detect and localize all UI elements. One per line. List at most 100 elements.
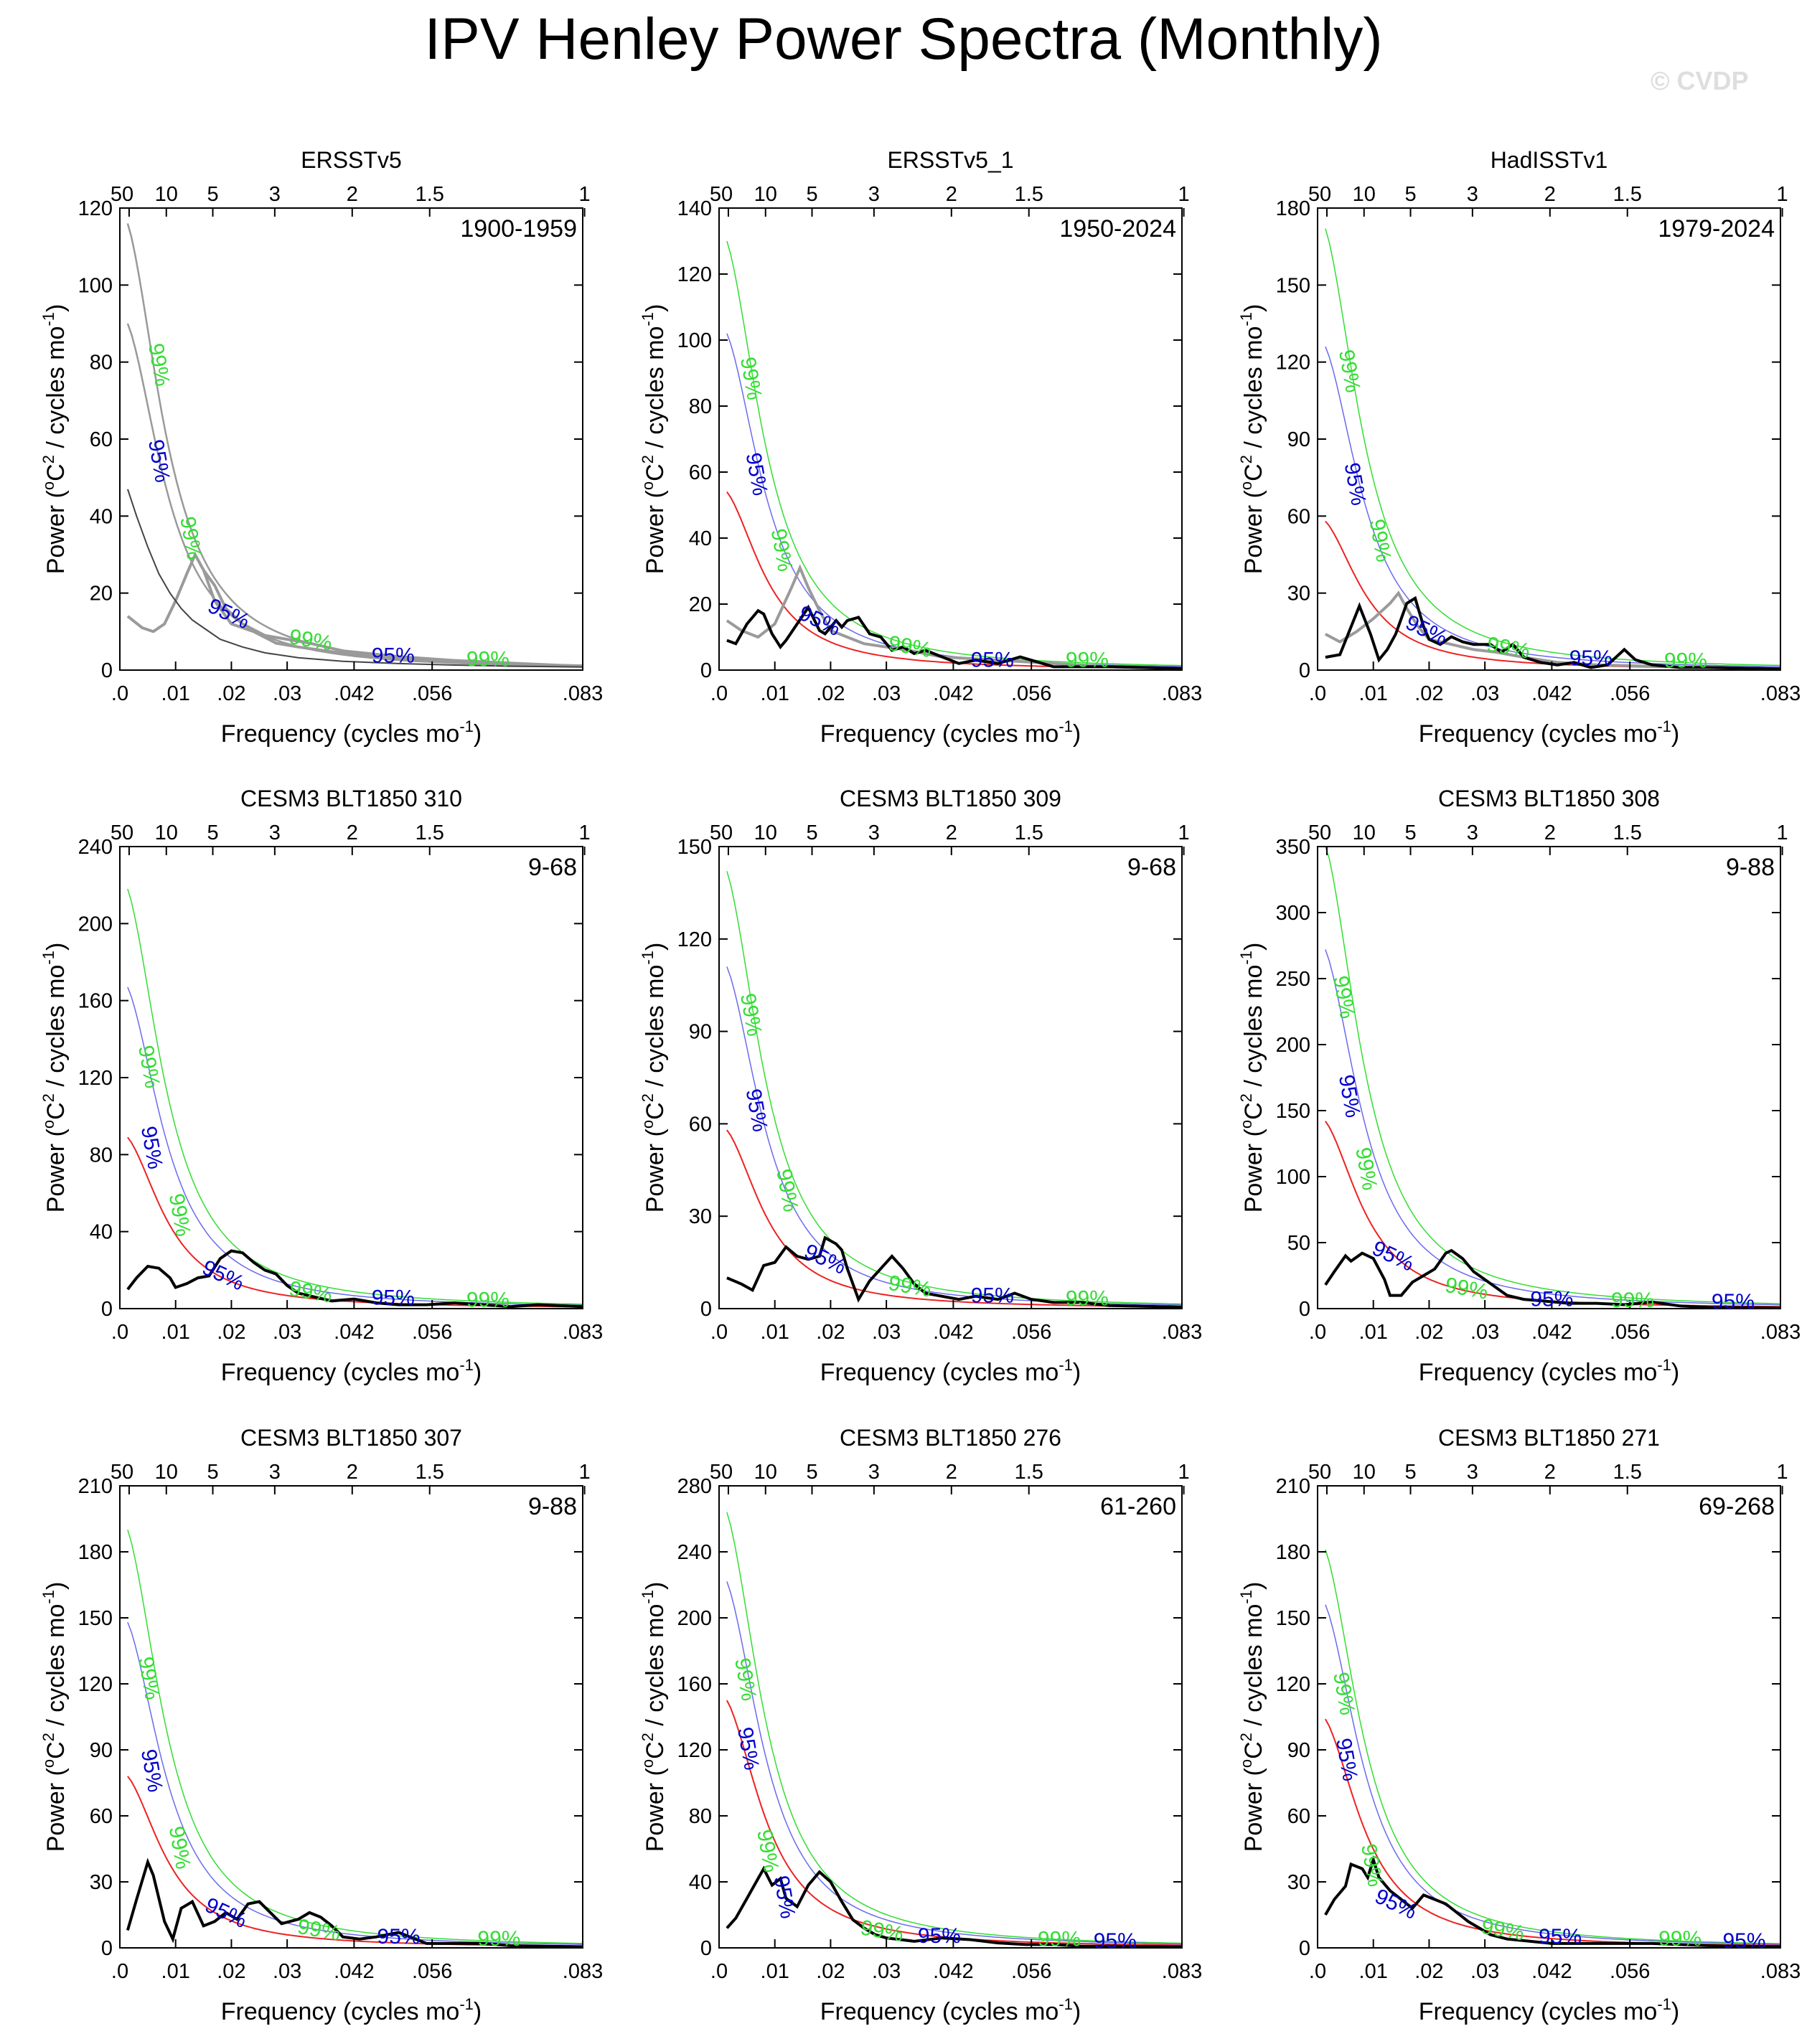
panel-5: CESM3 BLT1850 308 9-88 .0 .01 .02 .03 .042 .056… (1237, 786, 1801, 1386)
red-noise-curve (126, 489, 583, 668)
x-tick-label: .01 (161, 682, 190, 705)
y-tick-label: 200 (1276, 1034, 1310, 1057)
x-tick-label: .03 (1470, 1960, 1499, 1983)
ci95-label: 95% (1530, 1287, 1573, 1311)
ci99-label: 99% (287, 1277, 334, 1308)
ci95-label: 95% (1334, 1073, 1365, 1120)
ci95-label: 95% (144, 438, 174, 484)
x-tick-label: .03 (1470, 682, 1499, 705)
y-tick-label: 200 (78, 913, 113, 936)
ci95-label: 95% (1722, 1929, 1765, 1953)
period-label: 9-68 (528, 854, 577, 881)
y-tick-label: 30 (689, 1205, 712, 1228)
x-tick-label: .01 (1359, 1960, 1388, 1983)
y-tick-label: 120 (677, 928, 712, 951)
period-tick-label: 1 (1777, 821, 1788, 844)
period-tick-label: 2 (347, 821, 358, 844)
panel-title: CESM3 BLT1850 310 (240, 786, 462, 811)
period-label: 61-260 (1100, 1493, 1176, 1520)
panel-2: HadISSTv1 1979-2024 .0 .01 .02 .03 .042 .056 .08… (1237, 147, 1801, 748)
x-tick-label: .083 (1760, 682, 1801, 705)
ci99-label: 99% (1066, 1287, 1109, 1311)
period-tick-label: 1 (1178, 1461, 1190, 1484)
y-tick-label: 120 (78, 1673, 113, 1696)
x-tick-label: .03 (273, 1321, 301, 1344)
period-tick-label: 10 (155, 1461, 178, 1484)
x-axis-label: Frequency (cycles mo-1) (221, 1356, 482, 1386)
plot-area (1324, 847, 1780, 1309)
period-tick-label: 10 (155, 183, 178, 206)
y-tick-label: 80 (90, 1144, 113, 1167)
ci99-label: 99% (1356, 1842, 1387, 1888)
x-axis-label: Frequency (cycles mo-1) (221, 1995, 482, 2025)
y-tick-label: 30 (1287, 1871, 1310, 1894)
panel-title: CESM3 BLT1850 308 (1438, 786, 1660, 811)
period-tick-label: 1 (1178, 183, 1190, 206)
red-noise-curve (127, 1776, 583, 1947)
ci95-curve (726, 966, 1182, 1306)
y-tick-label: 160 (78, 990, 113, 1013)
x-axis-label: Frequency (cycles mo-1) (820, 1356, 1081, 1386)
y-tick-label: 120 (78, 197, 113, 220)
x-tick-label: .03 (273, 682, 301, 705)
ci99-label: 99% (1664, 649, 1707, 672)
x-tick-label: .0 (111, 1960, 128, 1983)
ci99-label: 99% (164, 1192, 195, 1238)
period-tick-label: 10 (1353, 821, 1376, 844)
x-tick-label: .042 (334, 1960, 374, 1983)
ci99-label: 99% (1038, 1928, 1081, 1951)
x-tick-label: .01 (761, 1960, 789, 1983)
x-tick-label: .042 (1531, 1321, 1572, 1344)
period-label: 9-88 (528, 1493, 577, 1520)
panel-title: CESM3 BLT1850 276 (840, 1425, 1061, 1451)
y-tick-label: 30 (1287, 583, 1310, 606)
ci95-label: 95% (733, 1725, 764, 1772)
ci99-curve (127, 888, 583, 1305)
y-tick-label: 90 (1287, 1739, 1310, 1762)
x-tick-label: .0 (111, 1321, 128, 1344)
x-tick-label: .02 (1414, 682, 1443, 705)
gray-spectrum-line (202, 569, 583, 668)
y-tick-label: 80 (90, 352, 113, 375)
y-tick-label: 210 (78, 1475, 113, 1498)
period-tick-label: 5 (806, 821, 817, 844)
y-tick-label: 160 (677, 1673, 712, 1696)
period-tick-label: 5 (806, 183, 817, 206)
period-tick-label: 1.5 (1613, 1461, 1642, 1484)
ci95-label: 95% (136, 1124, 167, 1171)
y-tick-label: 210 (1276, 1475, 1310, 1498)
y-tick-label: 180 (78, 1541, 113, 1564)
period-tick-label: 5 (1404, 183, 1416, 206)
panel-0: ERSSTv5 1900-1959 .0 .01 .02 .03 .042 .056 .083 5… (39, 147, 603, 748)
x-tick-label: .01 (161, 1321, 190, 1344)
x-tick-label: .02 (816, 682, 845, 705)
y-tick-label: 0 (101, 1298, 113, 1321)
y-axis-label: Power (oC2 / cycles mo-1) (639, 943, 669, 1213)
x-tick-label: .083 (563, 682, 603, 705)
period-tick-label: 1.5 (1613, 183, 1642, 206)
x-tick-label: .0 (1309, 1321, 1326, 1344)
y-tick-label: 60 (1287, 505, 1310, 528)
ci95-label: 95% (1569, 646, 1613, 670)
x-tick-label: .02 (217, 682, 245, 705)
ci99-label: 99% (144, 342, 174, 388)
period-tick-label: 1.5 (416, 821, 444, 844)
y-tick-label: 150 (1276, 274, 1310, 297)
period-tick-label: 2 (1544, 183, 1556, 206)
ci99-label: 99% (1611, 1289, 1654, 1312)
y-tick-label: 150 (677, 836, 712, 859)
plot-frame (1317, 207, 1781, 671)
x-tick-label: .042 (334, 1321, 374, 1344)
x-tick-label: .02 (1414, 1321, 1443, 1344)
period-tick-label: 1 (1777, 183, 1788, 206)
x-tick-label: .03 (872, 1960, 901, 1983)
x-tick-label: .056 (1610, 682, 1650, 705)
ci99-curve (126, 223, 583, 667)
x-tick-label: .056 (412, 682, 452, 705)
ci95-curve (1325, 949, 1780, 1306)
x-axis-label: Frequency (cycles mo-1) (1419, 1995, 1679, 2025)
ci95-label: 95% (918, 1924, 961, 1948)
y-tick-label: 60 (689, 1113, 712, 1136)
x-axis-label: Frequency (cycles mo-1) (1419, 1356, 1679, 1386)
period-label: 1900-1959 (460, 215, 577, 242)
